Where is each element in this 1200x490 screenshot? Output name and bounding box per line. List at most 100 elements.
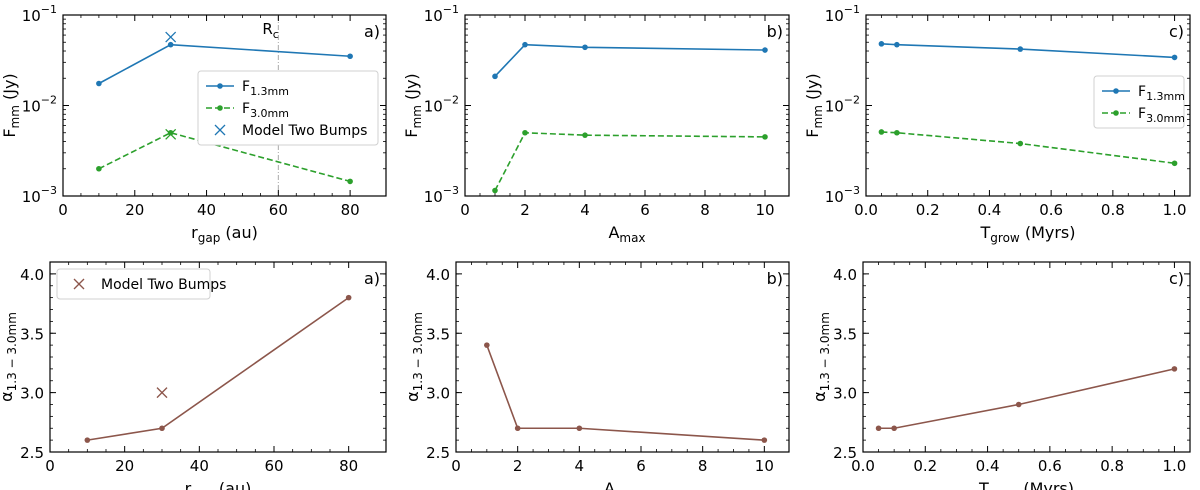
- data-point: [762, 47, 768, 53]
- data-point: [522, 41, 528, 48]
- legend-marker: [1113, 110, 1119, 116]
- data-point: [492, 73, 498, 80]
- y-axis-label: Fmm (Jy): [0, 73, 22, 137]
- x-tick-label: 8: [698, 457, 708, 475]
- x-tick-label: 40: [190, 457, 209, 475]
- y-tick-label: 3.5: [426, 325, 450, 343]
- y-axis-label: α1.3 − 3.0mm: [810, 312, 832, 402]
- data-point: [1171, 366, 1178, 372]
- y-tick-label: 3.5: [833, 325, 857, 343]
- x-tick-label: 6: [636, 457, 646, 475]
- x-tick-label: 1.0: [1163, 201, 1187, 219]
- x-tick-label: 60: [269, 201, 288, 219]
- x-tick-label: 0.0: [854, 201, 878, 219]
- y-axis-label: α1.3 − 3.0mm: [0, 312, 19, 402]
- y-tick-label: 10−1: [22, 3, 57, 25]
- x-tick-label: 80: [339, 457, 358, 475]
- x-tick-label: 0.2: [916, 201, 940, 219]
- chart-panel-4: 0 20 40 60 80 2.5 3.0 3.5 4.0 rgap (au) α1.3 − 3.0…: [0, 261, 387, 490]
- x-tick-label: 0.8: [1100, 457, 1124, 475]
- y-tick-label: 2.5: [426, 444, 450, 462]
- x-axis-label: Amax: [608, 223, 645, 245]
- data-point: [167, 129, 174, 136]
- x-tick-label: 0.6: [1039, 201, 1063, 219]
- panel-label: b): [767, 269, 783, 288]
- legend-label: F1.3mm: [242, 79, 289, 98]
- data-point: [894, 41, 900, 48]
- data-point: [582, 132, 588, 138]
- x-tick-label: 2: [513, 457, 523, 475]
- x-axis-label: Tgrow (Myrs): [980, 223, 1076, 245]
- x-tick-label: 80: [341, 201, 360, 219]
- legend-label: F3.0mm: [242, 101, 289, 120]
- legend-label: Model Two Bumps: [242, 123, 367, 139]
- x-tick-label: 0: [45, 457, 55, 475]
- series-line-alpha: [486, 344, 765, 441]
- y-tick-label: 10−3: [825, 184, 860, 206]
- x-tick-label: 4: [575, 457, 585, 475]
- legend-x-swatch: [214, 124, 226, 136]
- x-axis-label: rgap (au): [191, 223, 258, 245]
- x-tick-label: 60: [264, 457, 283, 475]
- legend-box: [56, 268, 211, 300]
- data-point: [1015, 401, 1022, 408]
- x-tick-label: 6: [640, 201, 650, 219]
- series-line-alpha: [87, 296, 350, 441]
- data-point: [167, 41, 174, 48]
- chart-panel-3: 0.0 0.2 0.4 0.6 0.8 1.0 10−3 10−2 10−1 Tgrow (Myr…: [803, 3, 1191, 245]
- data-point: [891, 425, 897, 432]
- legend: F1.3mm F3.0mm: [1093, 75, 1185, 129]
- axes-frame: [464, 14, 790, 197]
- y-tick-label: 10−3: [22, 184, 57, 206]
- x-tick-label: 40: [197, 201, 216, 219]
- data-point: [894, 129, 900, 136]
- data-point: [878, 41, 885, 47]
- x-tick-label: 2: [520, 201, 530, 219]
- y-tick-label: 10−2: [22, 94, 57, 116]
- y-tick-label: 3.0: [833, 385, 857, 403]
- legend-x-swatch: [73, 278, 85, 290]
- y-tick-label: 2.5: [20, 444, 44, 462]
- legend-marker: [217, 83, 223, 89]
- x-tick-label: 8: [700, 201, 710, 219]
- data-point: [1171, 54, 1178, 61]
- y-axis-label: α1.3 − 3.0mm: [403, 312, 425, 402]
- data-point: [878, 129, 885, 135]
- data-point: [492, 187, 498, 194]
- data-point: [875, 425, 882, 432]
- panel-label: c): [1169, 22, 1184, 41]
- y-tick-label: 4.0: [426, 266, 450, 284]
- legend-marker: [1113, 88, 1119, 94]
- y-axis-label: Fmm (Jy): [803, 73, 825, 137]
- panel-label: b): [767, 22, 783, 41]
- data-point: [514, 425, 521, 432]
- legend-box: [197, 70, 379, 146]
- data-point: [582, 44, 588, 51]
- panel-label: a): [364, 269, 380, 288]
- series-line-f13mm: [881, 43, 1175, 59]
- axes-frame: [455, 261, 790, 453]
- chart-panel-6: 0.0 0.2 0.4 0.6 0.8 1.0 2.5 3.0 3.5 4.0 Tgrow (Myr…: [810, 261, 1191, 490]
- x-tick-label: 20: [125, 201, 144, 219]
- y-tick-label: 2.5: [833, 444, 857, 462]
- data-point: [347, 53, 353, 60]
- y-tick-label: 10−2: [424, 94, 459, 116]
- y-tick-label: 10−2: [825, 94, 860, 116]
- x-tick-label: 0.4: [976, 457, 1000, 475]
- data-point: [159, 425, 165, 432]
- data-point: [96, 165, 102, 172]
- x-tick-label: 0.0: [851, 457, 875, 475]
- data-point: [347, 178, 353, 185]
- x-tick-label: 0.2: [913, 457, 937, 475]
- x-tick-label: 4: [580, 201, 590, 219]
- panel-label: a): [364, 22, 380, 41]
- x-tick-label: 0: [451, 457, 461, 475]
- y-axis-label: Fmm (Jy): [402, 73, 424, 137]
- y-tick-label: 10−1: [825, 3, 860, 25]
- x-tick-label: 1.0: [1162, 457, 1186, 475]
- data-point: [484, 342, 490, 348]
- x-axis-label: Amax: [604, 479, 641, 490]
- x-tick-label: 0.8: [1101, 201, 1125, 219]
- data-point: [762, 134, 768, 140]
- y-tick-label: 3.5: [20, 325, 44, 343]
